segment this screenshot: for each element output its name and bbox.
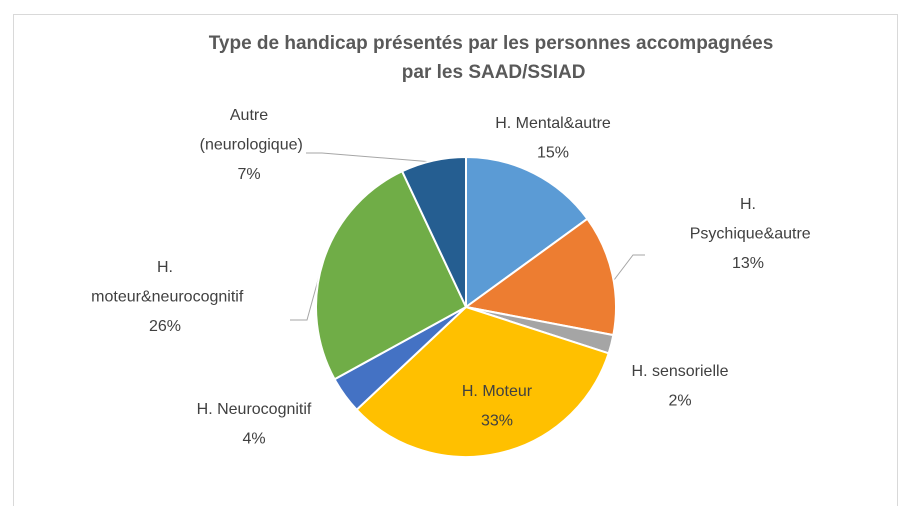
slice-value-label: 13% bbox=[732, 255, 764, 272]
slice-label: H. Neurocognitif bbox=[197, 401, 312, 418]
pie-slice bbox=[463, 217, 617, 337]
slice-label: H. Psychique&autre bbox=[685, 196, 811, 243]
slice-value-label: 2% bbox=[668, 393, 691, 410]
leader-line bbox=[306, 152, 434, 163]
slice-value-label: 33% bbox=[481, 413, 513, 430]
slice-label: H. moteur&neurocognitif bbox=[87, 259, 244, 306]
pie-slice bbox=[465, 155, 589, 309]
chart-title: Type de handicap présentés par les perso… bbox=[209, 33, 774, 83]
slice-label: H. Moteur bbox=[462, 383, 533, 400]
slice-label: Autre (neurologique) bbox=[195, 107, 303, 154]
slice-value-label: 26% bbox=[149, 318, 181, 335]
slice-value-label: 7% bbox=[237, 166, 260, 183]
slice-label: H. sensorielle bbox=[632, 363, 729, 380]
slice-value-label: 4% bbox=[242, 431, 265, 448]
slice-label: H. Mental&autre bbox=[495, 115, 611, 132]
pie-slice bbox=[315, 169, 468, 381]
pie-slice bbox=[355, 305, 610, 458]
pie-slice bbox=[400, 155, 467, 308]
leader-line bbox=[613, 254, 645, 281]
slice-value-label: 15% bbox=[537, 145, 569, 162]
